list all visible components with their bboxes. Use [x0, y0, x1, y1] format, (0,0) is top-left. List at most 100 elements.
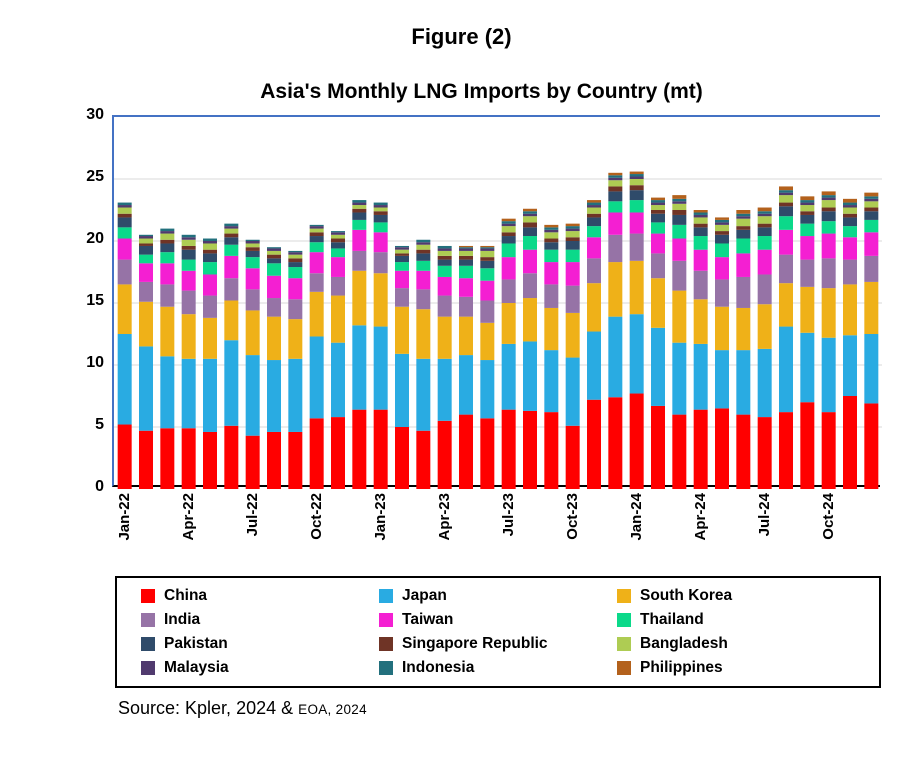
legend-item: Philippines [617, 659, 855, 677]
bar-segment [587, 399, 601, 489]
bar-segment [565, 231, 580, 238]
bar-segment [693, 214, 708, 218]
y-tick-label: 30 [86, 106, 104, 123]
bar-segment [523, 216, 537, 223]
legend-label: Indonesia [402, 659, 475, 676]
bar-segment [544, 227, 559, 230]
bar-segment [736, 350, 751, 415]
bar-segment [459, 255, 473, 260]
bar-segment [416, 253, 431, 261]
y-tick-label: 5 [95, 416, 104, 433]
bar-segment [309, 273, 324, 292]
bar-segment [779, 195, 793, 203]
bar-segment [480, 260, 495, 269]
legend-label: Pakistan [164, 635, 228, 652]
bar-segment [629, 179, 644, 186]
bar-segment [288, 252, 303, 255]
bar-segment [651, 222, 665, 234]
bar-segment [693, 270, 708, 300]
bar-segment [459, 247, 473, 249]
bar-segment [181, 290, 196, 315]
bar-segment [160, 306, 175, 357]
bar-segment [501, 243, 516, 258]
chart-title: Asia's Monthly LNG Imports by Country (m… [260, 80, 703, 103]
bar-segment [587, 331, 601, 400]
bar-segment [779, 206, 793, 217]
bar-segment [309, 291, 324, 337]
bar-segment [736, 276, 751, 308]
legend-item: Thailand [617, 611, 855, 629]
bar-segment [736, 307, 751, 351]
bar-segment [736, 218, 751, 227]
bar-segment [160, 428, 175, 489]
x-tick-label: Oct-23 [563, 493, 581, 540]
bar-segment [800, 286, 815, 333]
bar-segment [373, 232, 388, 253]
bar-segment [480, 257, 495, 261]
bar-segment [437, 255, 452, 260]
bar-segment [437, 316, 452, 359]
bar-segment [331, 234, 345, 239]
bar-segment [139, 254, 153, 264]
bar-segment [864, 281, 879, 334]
bar-segment [736, 229, 751, 239]
bar-segment [373, 214, 388, 223]
bar-segment [565, 357, 580, 426]
plot-svg [114, 171, 882, 489]
legend: China Japan South Korea India Taiwan Thailand… [115, 576, 881, 688]
bar-segment [779, 254, 793, 284]
bar-segment [245, 257, 260, 269]
bar-segment [245, 247, 260, 251]
bar-segment [629, 171, 644, 175]
bar-segment [800, 223, 815, 237]
bar-segment [693, 343, 708, 410]
bar-segment [715, 243, 729, 258]
bar-segment [608, 201, 623, 213]
legend-swatch-icon [141, 589, 155, 603]
bar-segment [267, 250, 281, 255]
bar-segment [693, 299, 708, 344]
bar-segment [821, 200, 836, 208]
bar-segment [459, 278, 473, 297]
bar-segment [331, 276, 345, 296]
legend-label: South Korea [640, 587, 733, 604]
bar-segment [480, 245, 495, 248]
bar-segment [416, 242, 431, 245]
bar-segment [245, 239, 260, 241]
bar-segment [565, 262, 580, 286]
bar-segment [437, 358, 452, 421]
bar-segment [288, 254, 303, 259]
bar-segment [117, 238, 132, 260]
bar-segment [224, 300, 239, 341]
bar-segment [757, 211, 772, 214]
legend-item: South Korea [617, 587, 855, 605]
legend-swatch-icon [141, 661, 155, 675]
legend-label: Thailand [640, 611, 704, 628]
bar-segment [608, 212, 623, 235]
bar-segment [693, 210, 708, 213]
bar-segment [395, 262, 409, 271]
bar-segment [352, 250, 367, 271]
legend-label: Japan [402, 587, 447, 604]
source-secondary: EOA, 2024 [298, 702, 367, 717]
bar-segment [352, 212, 367, 220]
legend-label: Bangladesh [640, 635, 728, 652]
bar-segment [459, 248, 473, 251]
bar-segment [629, 233, 644, 261]
bar-segment [288, 262, 303, 268]
bar-segment [651, 253, 665, 279]
bar-segment [480, 268, 495, 281]
bar-segment [608, 397, 623, 489]
bar-segment [523, 211, 537, 214]
bar-segment [224, 233, 239, 238]
bar-segment [800, 259, 815, 287]
bar-segment [224, 255, 239, 279]
bar-segment [800, 402, 815, 489]
bar-segment [309, 236, 324, 243]
bar-segment [267, 316, 281, 361]
bar-segment [672, 195, 687, 199]
bar-segment [416, 358, 431, 431]
bar-segment [117, 284, 132, 334]
bar-segment [352, 200, 367, 203]
bar-segment [651, 200, 665, 203]
